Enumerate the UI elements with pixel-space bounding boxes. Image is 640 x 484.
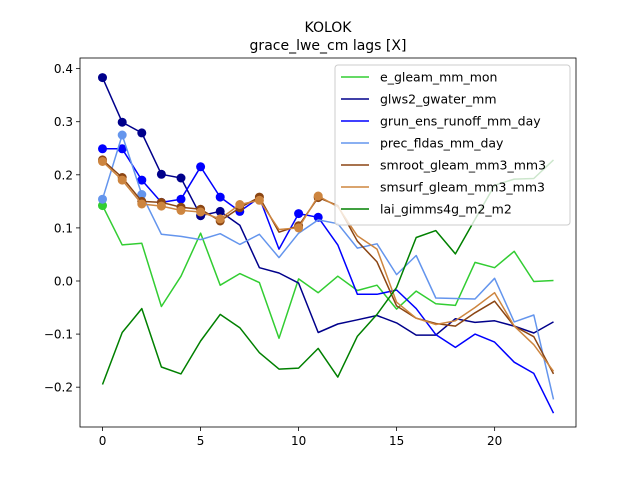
x-tick-label: 0 bbox=[99, 434, 107, 448]
x-tick-label: 20 bbox=[487, 434, 502, 448]
y-tick-label: −0.1 bbox=[44, 328, 73, 342]
data-point-grun_ens_runoff_mm_day-11 bbox=[313, 212, 323, 222]
data-point-smsurf_gleam_mm3_mm3-0 bbox=[98, 157, 107, 166]
data-point-smsurf_gleam_mm3_mm3-3 bbox=[156, 201, 166, 211]
y-tick-label: 0.0 bbox=[54, 274, 73, 288]
data-point-grun_ens_runoff_mm_day-0 bbox=[98, 144, 107, 154]
data-point-glws2_gwater_mm-4 bbox=[176, 173, 186, 183]
data-point-prec_fldas_mm_day-1 bbox=[117, 130, 127, 140]
data-point-grun_ens_runoff_mm_day-5 bbox=[196, 162, 206, 172]
lines-layer bbox=[98, 73, 555, 414]
x-tick-label: 15 bbox=[389, 434, 404, 448]
legend-label: smsurf_gleam_mm3_mm3 bbox=[380, 180, 545, 195]
legend: e_gleam_mm_mon glws2_gwater_mm grun_ens_ru… bbox=[334, 64, 571, 226]
legend-label: glws2_gwater_mm bbox=[380, 92, 497, 107]
y-tick-label: 0.4 bbox=[54, 62, 73, 76]
data-point-e_gleam_mm_mon-0 bbox=[98, 201, 107, 211]
chart-subtitle: grace_lwe_cm lags [X] bbox=[250, 38, 407, 54]
data-point-smsurf_gleam_mm3_mm3-10 bbox=[294, 223, 304, 233]
data-point-grun_ens_runoff_mm_day-2 bbox=[137, 175, 147, 185]
legend-label: prec_fldas_mm_day bbox=[380, 136, 504, 151]
chart-title: KOLOK bbox=[305, 20, 353, 36]
data-point-smsurf_gleam_mm3_mm3-1 bbox=[117, 175, 127, 185]
series-line-e_gleam_mm_mon bbox=[101, 205, 554, 340]
data-point-smsurf_gleam_mm3_mm3-8 bbox=[254, 195, 264, 205]
data-point-smsurf_gleam_mm3_mm3-7 bbox=[235, 200, 245, 209]
data-point-grun_ens_runoff_mm_day-1 bbox=[117, 144, 127, 154]
legend-label: lai_gimms4g_m2_m2 bbox=[380, 202, 512, 217]
data-point-smsurf_gleam_mm3_mm3-6 bbox=[215, 214, 225, 224]
y-tick-label: 0.3 bbox=[54, 115, 73, 129]
y-tick-label: 0.2 bbox=[54, 168, 73, 182]
data-point-smsurf_gleam_mm3_mm3-2 bbox=[137, 199, 147, 209]
axes-layer: 0 5 10 15 20 −0.2 −0.1 0.0 0.1 0.2 0.3 0.4 bbox=[44, 57, 577, 448]
y-tick-label: 0.1 bbox=[54, 221, 73, 235]
x-tick-label: 5 bbox=[197, 434, 205, 448]
data-point-glws2_gwater_mm-1 bbox=[117, 117, 127, 127]
data-point-grun_ens_runoff_mm_day-6 bbox=[215, 192, 225, 202]
data-point-grun_ens_runoff_mm_day-10 bbox=[294, 209, 304, 219]
x-tick-label: 10 bbox=[291, 434, 306, 448]
data-point-prec_fldas_mm_day-0 bbox=[98, 194, 107, 204]
legend-label: smroot_gleam_mm3_mm3 bbox=[380, 158, 546, 173]
legend-label: e_gleam_mm_mon bbox=[380, 70, 497, 85]
data-point-grun_ens_runoff_mm_day-4 bbox=[176, 194, 186, 204]
data-point-prec_fldas_mm_day-2 bbox=[137, 190, 147, 199]
data-point-smsurf_gleam_mm3_mm3-5 bbox=[196, 207, 206, 217]
legend-label: grun_ens_runoff_mm_day bbox=[380, 114, 541, 129]
plot-frame bbox=[79, 57, 577, 428]
data-point-glws2_gwater_mm-3 bbox=[156, 169, 166, 179]
data-point-glws2_gwater_mm-2 bbox=[137, 128, 147, 138]
y-tick-label: −0.2 bbox=[44, 381, 73, 395]
legend-box bbox=[334, 64, 571, 226]
data-point-glws2_gwater_mm-0 bbox=[98, 73, 107, 83]
data-point-smsurf_gleam_mm3_mm3-11 bbox=[313, 191, 323, 201]
data-point-smsurf_gleam_mm3_mm3-4 bbox=[176, 205, 186, 215]
series-line-prec_fldas_mm_day bbox=[101, 134, 555, 400]
data-point-glws2_gwater_mm-6 bbox=[215, 206, 225, 216]
